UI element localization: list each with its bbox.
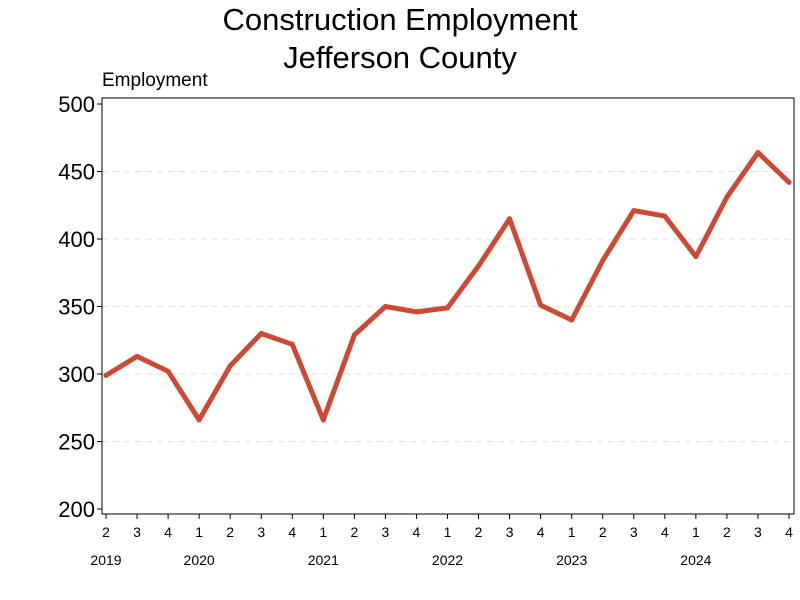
year-label: 2023 <box>556 552 587 568</box>
chart-title-line2: Jefferson County <box>283 40 517 75</box>
data-point <box>320 417 326 423</box>
data-point <box>569 317 575 323</box>
x-tick-label: 1 <box>692 524 700 540</box>
x-tick-label: 4 <box>785 524 793 540</box>
x-tick-label: 3 <box>382 524 390 540</box>
x-tick-label: 2 <box>599 524 607 540</box>
data-point <box>165 368 171 374</box>
data-point <box>134 353 140 359</box>
data-point <box>631 208 637 214</box>
y-tick-label: 400 <box>58 227 95 252</box>
y-tick-label: 200 <box>58 497 95 522</box>
x-tick-label: 2 <box>226 524 234 540</box>
data-point <box>227 363 233 369</box>
series-line <box>103 150 792 423</box>
x-tick-label: 4 <box>164 524 172 540</box>
y-tick-label: 500 <box>58 92 95 117</box>
x-tick-label: 3 <box>630 524 638 540</box>
data-point <box>445 305 450 311</box>
data-point <box>786 179 792 185</box>
data-point <box>258 331 264 336</box>
year-label: 2024 <box>680 552 711 568</box>
data-point <box>693 254 699 260</box>
x-axis: 2 3 4 1 2 3 4 1 2 3 4 1 2 3 4 1 2 3 4 1 2 3 4 <box>102 514 793 540</box>
y-tick-label: 350 <box>58 295 95 320</box>
y-axis-label: Employment <box>102 70 208 91</box>
data-point <box>662 213 668 219</box>
x-tick-label: 2 <box>102 524 110 540</box>
x-tick-label: 2 <box>350 524 358 540</box>
y-tick-label: 450 <box>58 160 95 185</box>
data-point <box>413 309 419 315</box>
x-tick-label: 4 <box>537 524 545 540</box>
x-tick-label: 2 <box>723 524 731 540</box>
data-point <box>289 341 295 347</box>
data-point <box>196 417 202 423</box>
chart-title-line1: Construction Employment <box>223 2 578 37</box>
x-tick-label: 1 <box>195 524 203 540</box>
data-point <box>103 372 109 378</box>
x-tick-label: 3 <box>754 524 762 540</box>
data-point <box>382 304 388 309</box>
x-tick-label: 3 <box>133 524 141 540</box>
x-tick-label: 4 <box>288 524 296 540</box>
x-tick-label: 3 <box>506 524 514 540</box>
x-tick-label: 1 <box>444 524 452 540</box>
year-labels: 2019 2020 2021 2022 2023 2024 <box>90 552 711 568</box>
y-tick-label: 250 <box>58 430 95 455</box>
data-point <box>476 263 482 269</box>
data-point <box>507 216 513 222</box>
year-label: 2019 <box>90 552 121 568</box>
x-tick-label: 1 <box>568 524 576 540</box>
x-tick-label: 3 <box>257 524 265 540</box>
data-point <box>724 194 730 200</box>
year-label: 2020 <box>184 552 215 568</box>
series-layer <box>103 150 792 423</box>
data-point <box>351 332 357 338</box>
x-tick-label: 4 <box>413 524 421 540</box>
x-tick-label: 2 <box>475 524 483 540</box>
year-label: 2022 <box>432 552 463 568</box>
x-tick-label: 4 <box>661 524 669 540</box>
data-point <box>538 302 544 308</box>
data-point <box>755 150 761 156</box>
y-tick-label: 300 <box>58 362 95 387</box>
y-axis: 200 250 300 350 400 450 500 <box>58 92 102 522</box>
data-point <box>600 258 606 264</box>
year-label: 2021 <box>308 552 339 568</box>
x-tick-label: 1 <box>319 524 327 540</box>
